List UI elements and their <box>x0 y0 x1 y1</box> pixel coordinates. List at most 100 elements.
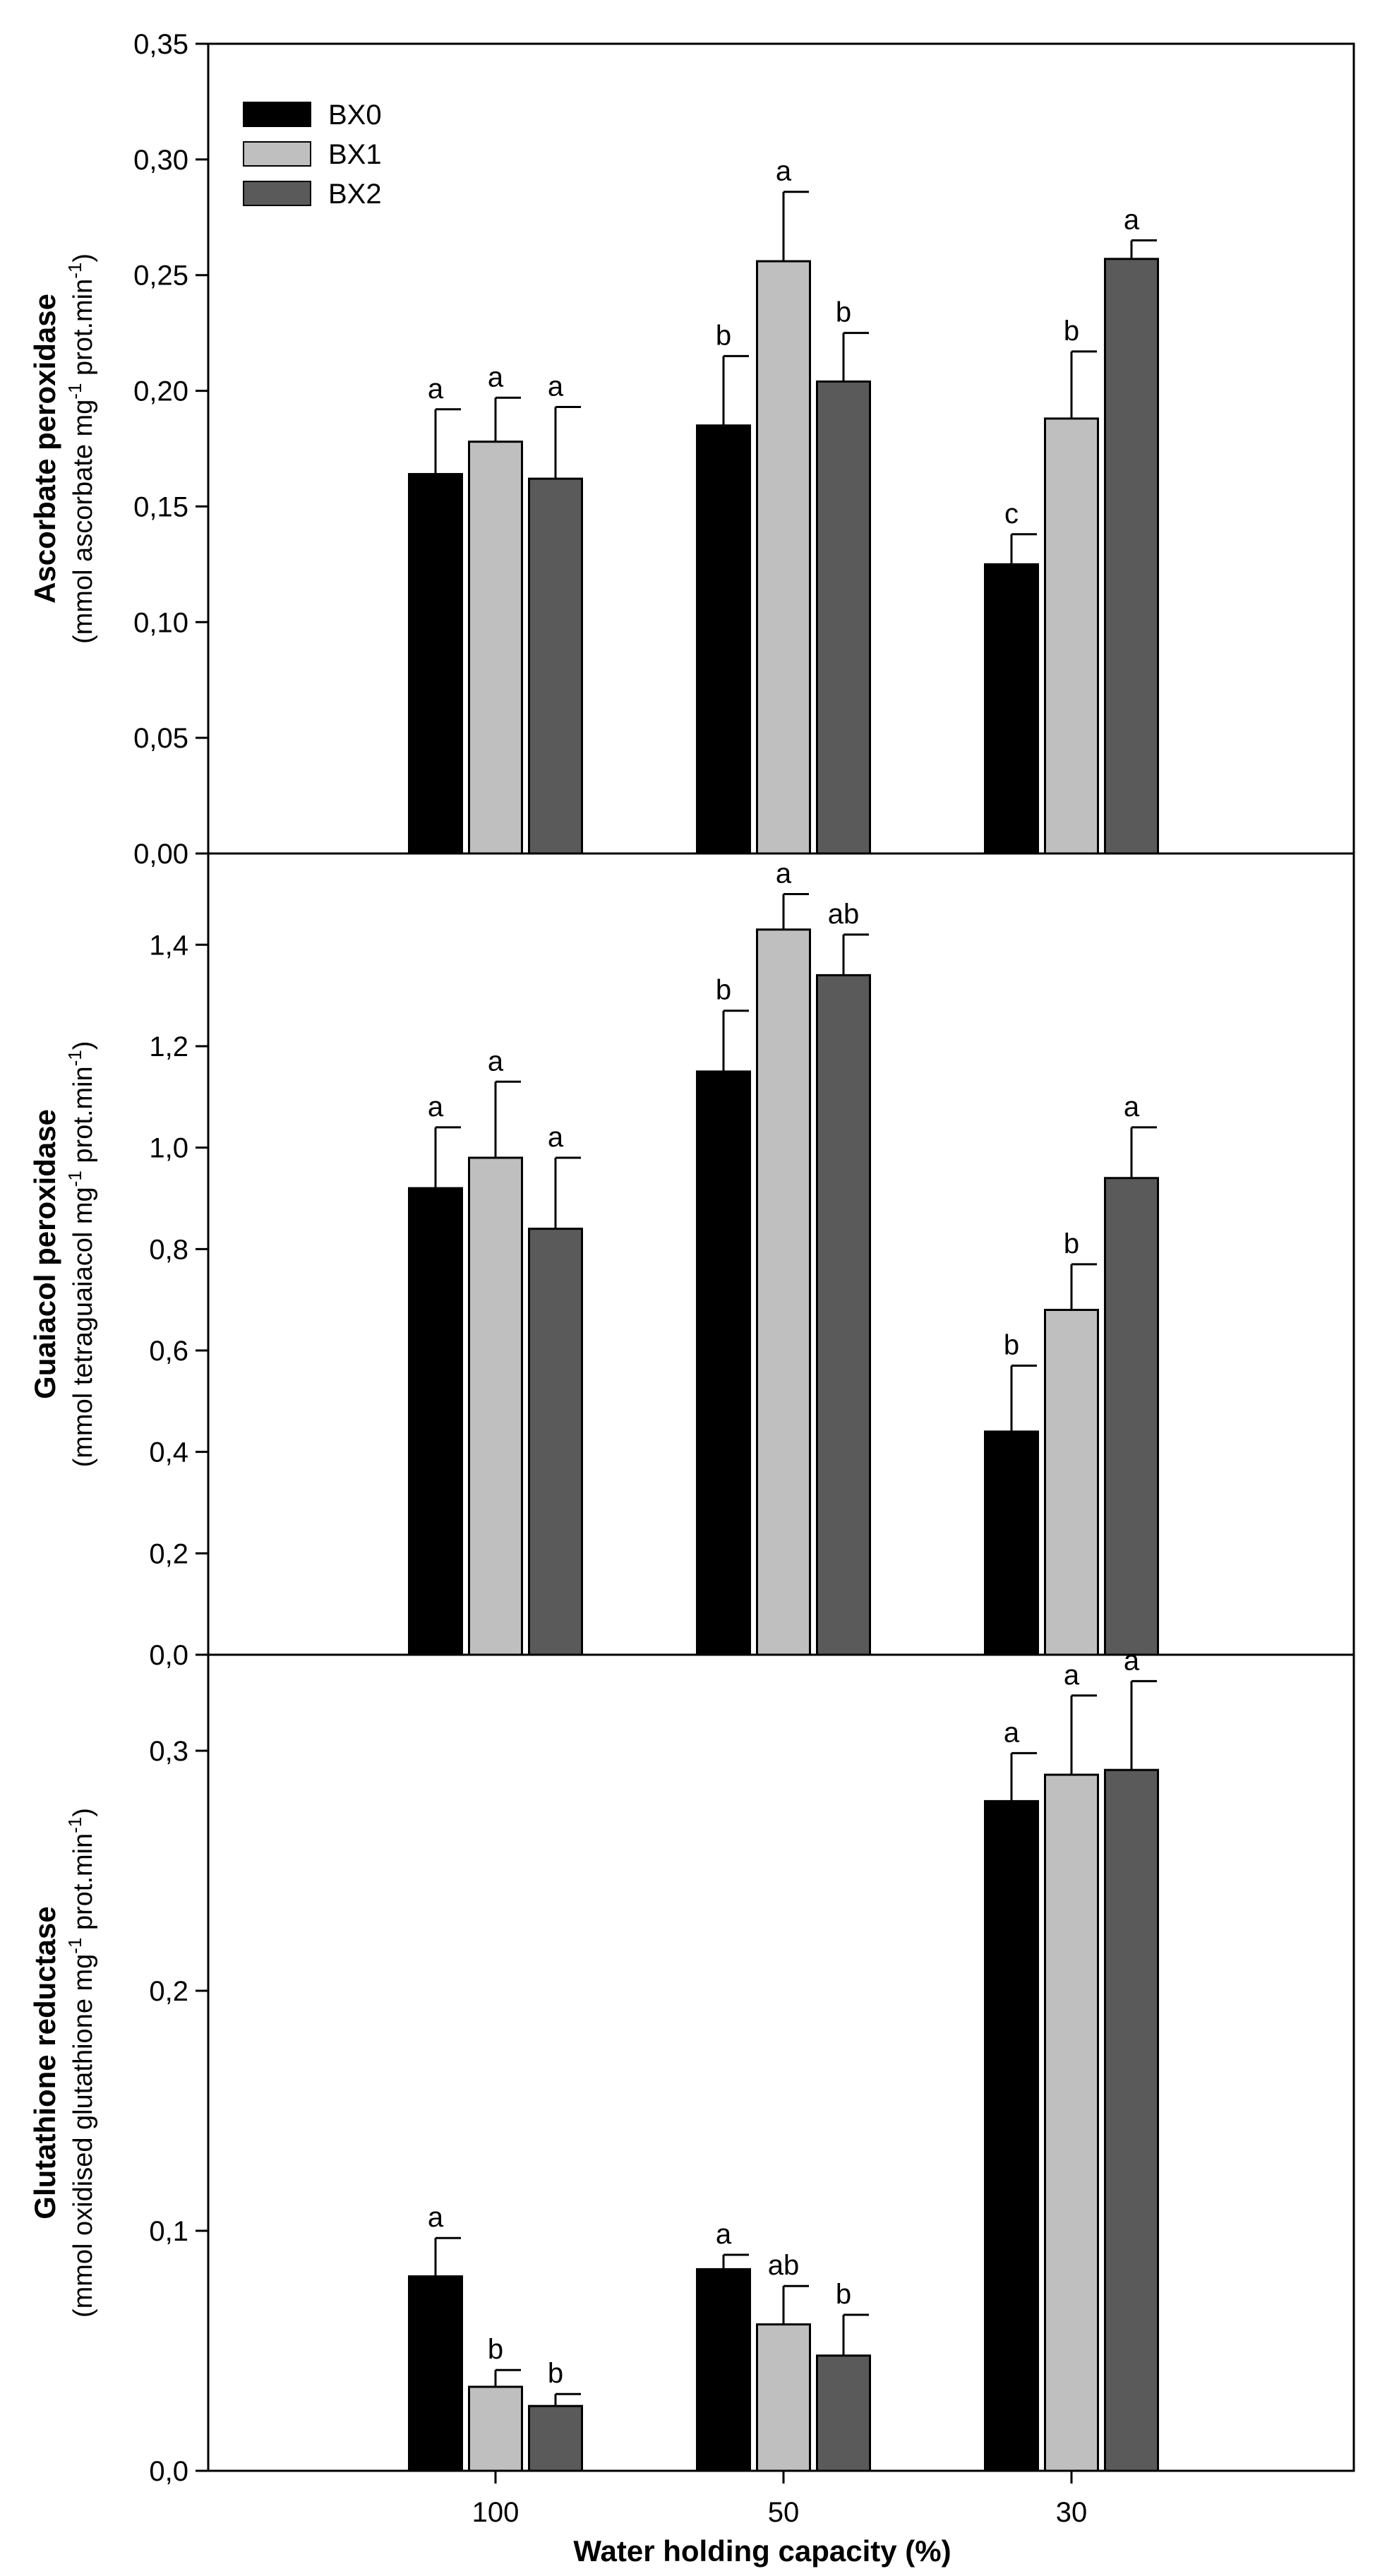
significance-label: a <box>548 371 564 402</box>
significance-label: a <box>776 156 792 187</box>
bar-bx1 <box>1044 1309 1099 1656</box>
significance-label: a <box>1004 1717 1020 1748</box>
y-tick-label: 0,10 <box>133 607 188 638</box>
legend-swatch-bx0 <box>243 102 311 127</box>
y-tick-label: 0,05 <box>133 723 188 754</box>
bar-bx2 <box>816 974 871 1656</box>
significance-label: a <box>776 858 792 889</box>
y-tick-label: 1,4 <box>149 930 188 961</box>
y-tick-label: 0,20 <box>133 376 188 407</box>
bar-bx0 <box>408 1187 463 1656</box>
bar-bx0 <box>984 1799 1039 2472</box>
y-axis-title: Ascorbate peroxidase <box>28 294 61 604</box>
significance-label: a <box>716 2219 732 2250</box>
bar-bx2 <box>528 1228 583 1656</box>
significance-label: b <box>548 2358 563 2389</box>
significance-label: a <box>1124 1645 1140 1676</box>
significance-label: a <box>428 373 444 405</box>
x-tick-label: 50 <box>768 2497 800 2528</box>
bar-bx1 <box>1044 1773 1099 2472</box>
y-tick-label: 0,30 <box>133 145 188 176</box>
y-tick-label: 0,8 <box>149 1234 188 1265</box>
unit-text: prot.min <box>68 1833 98 1938</box>
legend-label: BX2 <box>328 179 382 210</box>
unit-superscript: -1 <box>64 1938 85 1954</box>
y-tick-label: 0,3 <box>149 1736 188 1767</box>
y-tick-label: 0,00 <box>133 839 188 870</box>
y-tick-label: 0,1 <box>149 2216 188 2247</box>
y-tick-label: 0,6 <box>149 1336 188 1367</box>
unit-text: (mmol oxidised glutathione mg <box>68 1954 98 2318</box>
bar-bx0 <box>408 473 463 855</box>
y-tick-label: 0,2 <box>149 1538 188 1569</box>
y-tick-label: 0,35 <box>133 29 188 60</box>
significance-label: a <box>428 1091 444 1122</box>
x-tick-label: 100 <box>472 2497 520 2528</box>
significance-label: a <box>548 1122 564 1153</box>
significance-label: b <box>836 297 851 328</box>
bar-bx1 <box>468 441 523 855</box>
bar-bx0 <box>696 2268 751 2472</box>
y-tick-label: 0,0 <box>149 1640 188 1671</box>
bar-bx0 <box>696 424 751 855</box>
legend-swatch-bx2 <box>243 181 311 206</box>
bar-bx0 <box>984 1430 1039 1656</box>
bar-bx2 <box>528 2404 583 2472</box>
significance-label: a <box>1064 1660 1080 1691</box>
significance-label: b <box>716 975 731 1006</box>
bar-bx2 <box>528 477 583 855</box>
unit-text: ) <box>68 253 98 263</box>
unit-text: prot.min <box>68 1066 98 1170</box>
significance-label: b <box>1064 316 1079 347</box>
significance-label: ab <box>768 2250 800 2281</box>
significance-label: b <box>836 2279 851 2310</box>
unit-text: prot.min <box>68 279 98 383</box>
bar-bx0 <box>696 1070 751 1656</box>
unit-superscript: -1 <box>64 383 85 400</box>
unit-text: (mmol tetraguaiacol mg <box>68 1187 98 1467</box>
bar-bx2 <box>1104 258 1159 855</box>
y-axis-title: Glutathione reductase <box>28 1906 61 2219</box>
significance-label: b <box>716 320 731 351</box>
x-axis-title: Water holding capacity (%) <box>573 2534 951 2568</box>
chart-panel-middle: 0,00,20,40,60,81,01,21,4abbaabaabaGuaiac… <box>28 852 1355 1671</box>
unit-text: (mmol ascorbate mg <box>68 400 98 644</box>
significance-label: b <box>488 2334 503 2365</box>
y-tick-label: 0,0 <box>149 2456 188 2487</box>
bar-bx2 <box>816 2354 871 2472</box>
bar-bx0 <box>984 563 1039 855</box>
bar-bx1 <box>1044 417 1099 855</box>
bar-bx1 <box>756 928 811 1656</box>
legend-label: BX0 <box>328 100 382 131</box>
unit-superscript: -1 <box>64 1170 85 1187</box>
significance-label: b <box>1064 1228 1079 1259</box>
bar-bx1 <box>756 2323 811 2472</box>
significance-label: c <box>1004 498 1019 529</box>
significance-label: a <box>1124 205 1140 236</box>
y-axis-title: Guaiacol peroxidase <box>28 1109 61 1399</box>
significance-label: b <box>1004 1330 1019 1361</box>
bar-bx2 <box>816 380 871 855</box>
y-tick-label: 0,4 <box>149 1437 188 1468</box>
y-tick-label: 0,25 <box>133 260 188 292</box>
legend-label: BX1 <box>328 139 382 170</box>
bar-bx2 <box>1104 1768 1159 2472</box>
bar-bx1 <box>756 260 811 855</box>
y-tick-label: 1,0 <box>149 1133 188 1164</box>
legend-swatch-bx1 <box>243 141 311 167</box>
chart-panel-top: 0,00 0,05 0,10 0,15 0,20 0,25 0,30 0,35 a b c a a b a b… <box>28 29 1355 870</box>
significance-label: a <box>488 361 504 393</box>
significance-label: a <box>488 1046 504 1077</box>
significance-label: a <box>1124 1091 1140 1122</box>
bar-bx2 <box>1104 1177 1159 1656</box>
significance-label: a <box>428 2202 444 2233</box>
y-tick-label: 1,2 <box>149 1031 188 1062</box>
unit-text: ) <box>68 1041 98 1050</box>
y-axis-unit: (mmol oxidised glutathione mg-1 prot.min… <box>64 1808 98 2318</box>
unit-superscript: -1 <box>64 263 85 279</box>
y-tick-label: 0,2 <box>149 1976 188 2007</box>
significance-label: ab <box>828 899 860 930</box>
